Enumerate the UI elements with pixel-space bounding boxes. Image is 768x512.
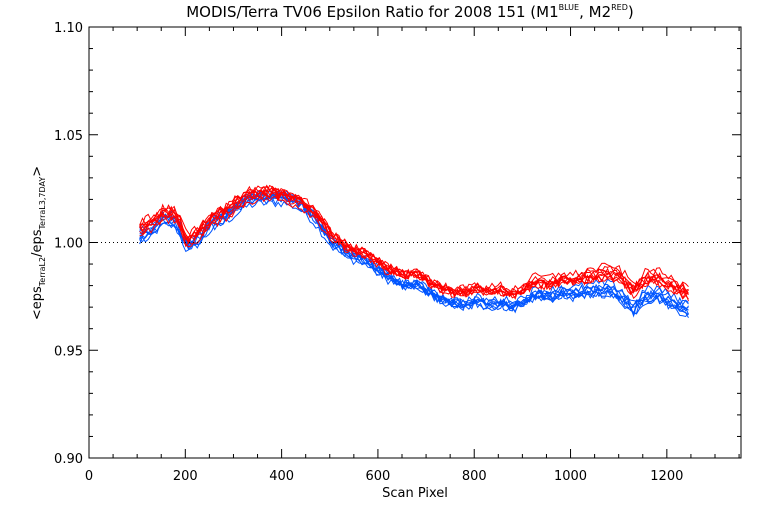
y-tick-label-1.00: 1.00: [54, 237, 83, 252]
x-axis-label: Scan Pixel: [382, 486, 448, 501]
y-axis-label: <epsTerraL2/epsTerraL3,7DAY>: [30, 166, 47, 320]
series-m2-line-9: [139, 185, 689, 294]
y-tick-label-0.90: 0.90: [54, 452, 83, 467]
series-m2-line-8: [139, 184, 689, 297]
y-axis-ticks: 0.90 0.95 1.00 1.05 1.10: [54, 21, 741, 467]
plot-lines: [139, 184, 689, 319]
x-tick-label-0: 0: [85, 469, 93, 484]
title-mid: , M2: [579, 3, 611, 21]
chart-title-text: MODIS/Terra TV06 Epsilon Ratio for 2008 …: [186, 3, 634, 21]
ylabel-sub2: TerraL3,7DAY: [38, 177, 47, 231]
x-tick-label-400: 400: [269, 469, 294, 484]
ylabel-close: >: [30, 166, 45, 177]
x-tick-label-1000: 1000: [554, 469, 587, 484]
x-tick-label-600: 600: [366, 469, 391, 484]
y-tick-label-1.10: 1.10: [54, 21, 83, 36]
x-tick-label-800: 800: [462, 469, 487, 484]
ylabel-slash: /eps: [30, 229, 45, 257]
series-m1-line-9: [139, 190, 689, 308]
ylabel-sub1: TerraL2: [38, 257, 47, 287]
x-axis-ticks: 0 200 400 600 800 1000 1200: [85, 27, 740, 484]
title-main: MODIS/Terra TV06 Epsilon Ratio for 2008 …: [186, 3, 558, 21]
title-end: ): [628, 3, 634, 21]
ylabel-open: <eps: [30, 286, 45, 320]
y-tick-label-1.05: 1.05: [54, 129, 83, 144]
series-m1-line-5: [139, 192, 689, 312]
x-tick-label-200: 200: [173, 469, 198, 484]
y-tick-label-0.95: 0.95: [54, 344, 83, 359]
title-sup-blue: BLUE: [559, 3, 579, 12]
x-tick-label-1200: 1200: [650, 469, 683, 484]
title-sup-red: RED: [611, 3, 628, 12]
chart-title: MODIS/Terra TV06 Epsilon Ratio for 2008 …: [186, 3, 634, 21]
